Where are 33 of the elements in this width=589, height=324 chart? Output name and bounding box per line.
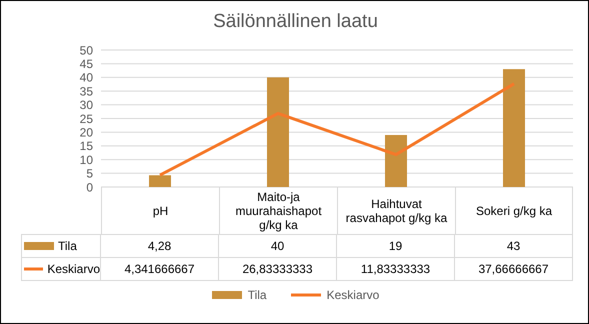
legend-label: Keskiarvo	[326, 288, 380, 302]
y-tick-label: 30	[80, 98, 94, 112]
bar	[149, 175, 171, 187]
y-tick-label: 5	[86, 166, 94, 181]
data-label: 4,341666667	[101, 258, 219, 281]
y-tick-label: 50	[80, 43, 94, 58]
legend-label: Tila	[58, 239, 77, 253]
y-tick-label: 35	[80, 84, 94, 98]
x-tick-label: Maito-ja muurahaishapot g/kg ka	[219, 187, 337, 235]
data-label: 11,83333333	[337, 258, 455, 281]
bar	[385, 134, 407, 187]
bar	[267, 77, 289, 187]
data-label: 4,28	[101, 235, 219, 258]
y-tick-label: 45	[80, 56, 94, 71]
y-tick-label: 0	[86, 180, 94, 194]
y-tick-label: 20	[80, 125, 94, 140]
line-series	[158, 82, 516, 177]
y-tick-label: 40	[80, 70, 94, 85]
y-tick-label: 25	[80, 112, 94, 126]
data-label: 26,83333333	[219, 258, 337, 281]
y-tick-label: 15	[80, 139, 94, 154]
data-label: 43	[455, 235, 573, 258]
text: Tila	[248, 288, 267, 302]
y-tick-label: 10	[80, 152, 94, 167]
x-tick-label: pH	[101, 187, 219, 235]
bar	[503, 69, 525, 187]
chart-title: Säilönnällinen laatu	[212, 11, 379, 33]
data-label: 40	[219, 235, 337, 258]
x-tick-label: Sokeri g/kg ka	[455, 187, 573, 235]
data-label: 19	[337, 235, 455, 258]
text: Keskiarvo	[47, 262, 100, 276]
data-label: 37,66666667	[455, 258, 573, 281]
x-tick-label: Haihtuvat rasvahapot g/kg ka	[337, 187, 455, 235]
